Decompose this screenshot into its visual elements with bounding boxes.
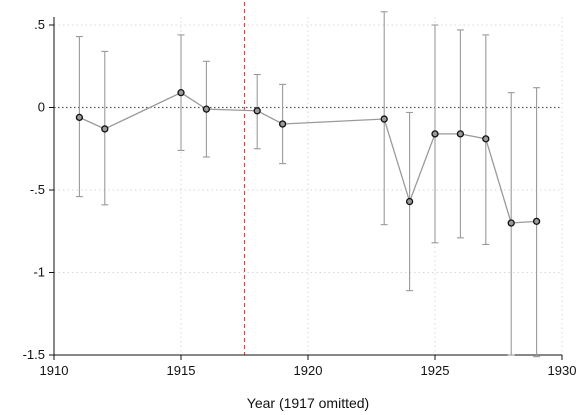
y-tick-label: .5 [34, 17, 45, 32]
data-point [532, 217, 541, 226]
data-points [75, 89, 541, 227]
data-point [202, 105, 211, 113]
data-point [507, 219, 515, 227]
data-point [482, 135, 490, 143]
data-point [101, 125, 109, 133]
x-tick-label: 1910 [40, 363, 69, 378]
y-tick-label: -1 [33, 265, 45, 280]
x-tick-label: 1915 [167, 363, 196, 378]
data-point [456, 130, 465, 138]
data-point [278, 120, 287, 128]
x-tick-label: 1925 [421, 363, 450, 378]
x-tick-label: 1920 [294, 363, 323, 378]
data-point [380, 115, 388, 123]
x-tick-label: 1930 [548, 363, 577, 378]
data-point [431, 130, 439, 138]
data-point [253, 107, 261, 115]
x-axis-title: Year (1917 omitted) [247, 395, 369, 411]
data-point [405, 197, 414, 206]
data-point [177, 89, 185, 97]
y-tick-label: -1.5 [23, 347, 45, 362]
y-tick-label: 0 [38, 100, 45, 115]
y-tick-label: -.5 [30, 182, 45, 197]
reference-lines [54, 2, 562, 355]
axes: 1910 1915 1920 1925 1930 .5 0 -.5 -1 -1.5 [23, 17, 577, 378]
data-point [75, 113, 84, 122]
